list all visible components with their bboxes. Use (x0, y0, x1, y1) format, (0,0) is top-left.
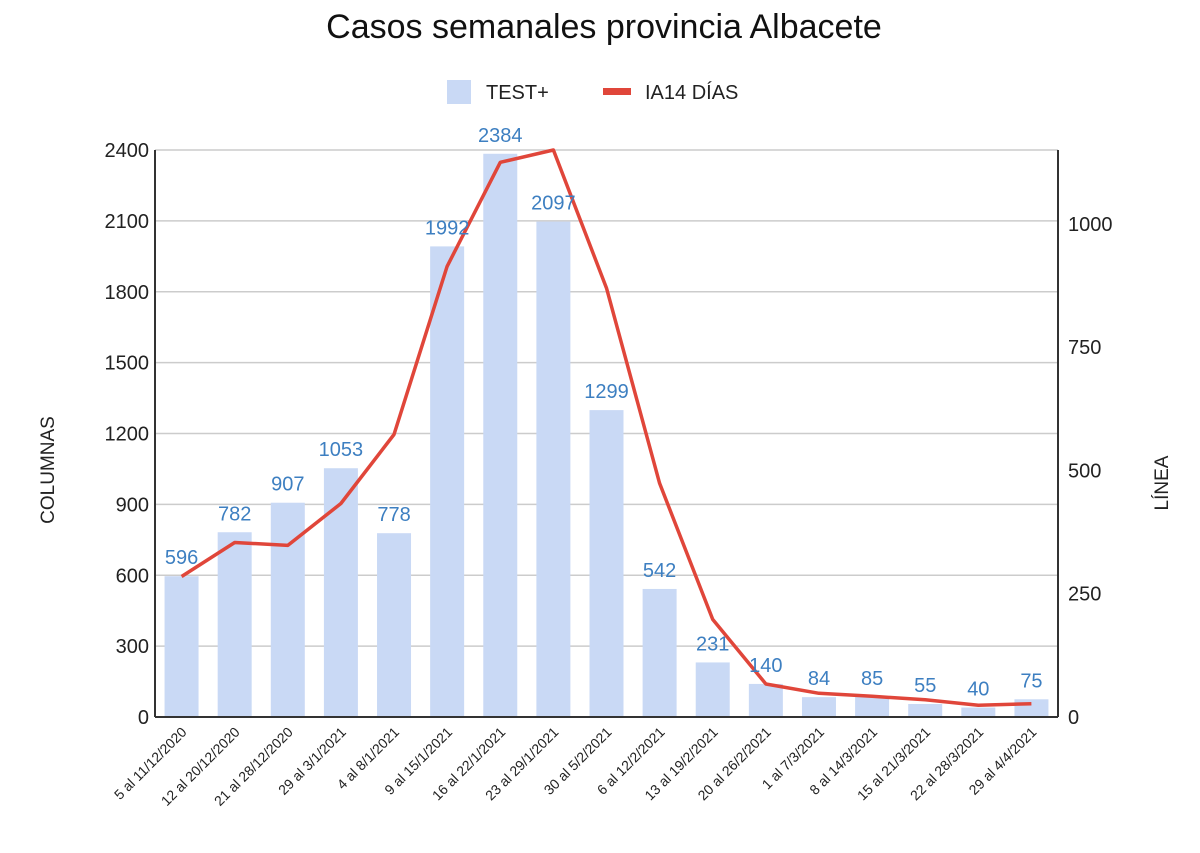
bar (323, 468, 358, 717)
data-label: 778 (377, 504, 410, 526)
data-label: 2384 (478, 125, 523, 147)
bar (1014, 699, 1049, 717)
bar (908, 704, 943, 717)
y-right-ticks: 0 250 500 750 1000 (1068, 214, 1113, 729)
data-label: 596 (165, 547, 198, 569)
data-labels: 596 782 907 1053 778 1992 2384 2097 1299 542 231 14… (165, 125, 1043, 701)
data-label: 1053 (319, 439, 364, 461)
bar (748, 683, 783, 717)
bar (855, 696, 890, 717)
y-tick-label: 300 (116, 636, 149, 658)
y-tick-label: 1500 (105, 353, 150, 375)
data-label: 75 (1020, 670, 1042, 692)
bar (217, 532, 252, 717)
bar (430, 246, 465, 717)
y2-tick-label: 250 (1068, 584, 1101, 606)
bar (589, 410, 624, 717)
data-label: 84 (808, 668, 830, 690)
data-label: 140 (749, 655, 782, 677)
bar (536, 221, 571, 718)
bar (642, 588, 677, 717)
data-label: 782 (218, 503, 251, 525)
y-tick-label: 2400 (105, 140, 150, 162)
data-label: 40 (967, 679, 989, 701)
bar (483, 153, 518, 717)
y-tick-label: 1200 (105, 424, 150, 446)
y-tick-label: 900 (116, 494, 149, 516)
y-tick-label: 2100 (105, 211, 150, 233)
legend-label-test: TEST+ (486, 82, 549, 104)
bars (164, 153, 1049, 718)
data-label: 231 (696, 633, 729, 655)
bar (961, 707, 996, 717)
bar (377, 533, 412, 717)
ia14-line (180, 148, 1032, 707)
line-series (180, 148, 1032, 707)
data-label: 2097 (531, 193, 576, 215)
legend: TEST+ IA14 DÍAS (447, 80, 738, 104)
y-axis-title-left: COLUMNAS (38, 416, 59, 524)
y-left-ticks: 0 300 600 900 1200 1500 1800 2100 2400 (105, 140, 150, 729)
data-label: 55 (914, 675, 936, 697)
y2-tick-label: 1000 (1068, 214, 1113, 236)
legend-swatch-ia14 (603, 88, 631, 95)
y-axis-title-right: LÍNEA (1152, 455, 1173, 510)
y2-tick-label: 500 (1068, 460, 1101, 482)
data-label: 907 (271, 474, 304, 496)
bar (695, 662, 730, 717)
legend-swatch-test (447, 80, 471, 104)
y2-tick-label: 0 (1068, 707, 1079, 729)
bar (164, 576, 199, 717)
y2-tick-label: 750 (1068, 337, 1101, 359)
y-tick-label: 600 (116, 565, 149, 587)
chart-title: Casos semanales provincia Albacete (326, 8, 882, 46)
data-label: 1299 (584, 381, 629, 403)
legend-label-ia14: IA14 DÍAS (645, 81, 738, 104)
data-label: 85 (861, 668, 883, 690)
data-label: 1992 (425, 217, 470, 239)
bar (801, 697, 836, 717)
data-label: 542 (643, 560, 676, 582)
y-tick-label: 0 (138, 707, 149, 729)
axes (154, 150, 1059, 718)
y-tick-label: 1800 (105, 282, 150, 304)
